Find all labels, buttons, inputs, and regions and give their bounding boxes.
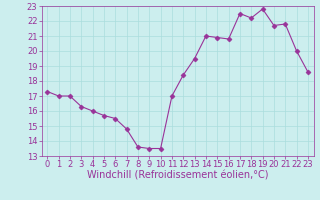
X-axis label: Windchill (Refroidissement éolien,°C): Windchill (Refroidissement éolien,°C) xyxy=(87,171,268,181)
